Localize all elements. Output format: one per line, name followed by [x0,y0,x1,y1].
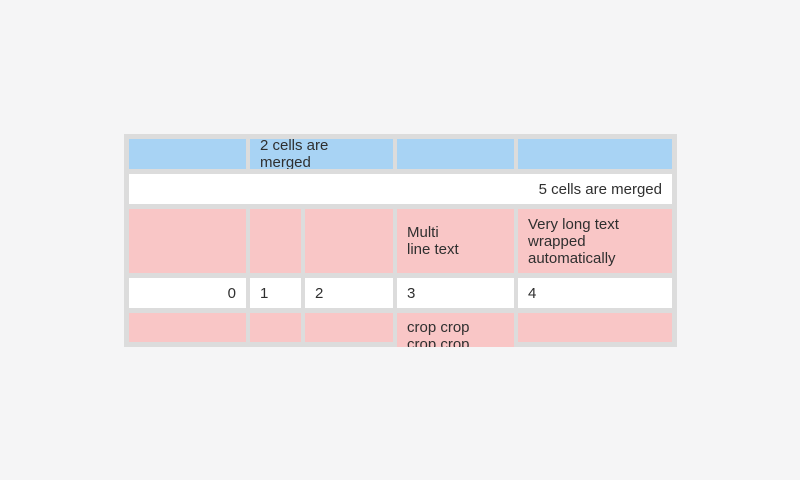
table-widget[interactable]: 2 cells are merged 5 cells are merged Mu… [124,134,677,347]
table-cell-number[interactable]: 4 [518,278,672,308]
table-cell[interactable] [129,209,246,273]
table-row-3: Multi line text Very long text wrapped a… [129,209,672,273]
table-cell-number[interactable]: 0 [129,278,246,308]
table-cell[interactable] [518,139,672,169]
table-cell-cropped-text[interactable]: crop crop crop crop [397,313,514,347]
table-cell-number[interactable]: 3 [397,278,514,308]
table-cell-merged-2[interactable]: 2 cells are merged [250,139,393,169]
table-cell[interactable] [305,313,393,342]
table-cell-number[interactable]: 1 [250,278,301,308]
table-cell[interactable] [250,209,301,273]
table-cell-multiline[interactable]: Multi line text [397,209,514,273]
table-row-1: 2 cells are merged [129,139,672,169]
table-cell-wrapped[interactable]: Very long text wrapped automatically [518,209,672,273]
table-row-4: 0 1 2 3 4 [129,278,672,308]
table-cell[interactable] [129,139,246,169]
table-cell[interactable] [397,139,514,169]
table-row-2: 5 cells are merged [129,174,672,204]
table-cell[interactable] [129,313,246,342]
table-row-5: crop crop crop crop [129,313,672,347]
cropped-text: crop crop crop crop [407,319,470,347]
table-cell[interactable] [305,209,393,273]
table-cell[interactable] [250,313,301,342]
table-cell[interactable] [518,313,672,342]
table-cell-merged-5[interactable]: 5 cells are merged [129,174,672,204]
table-cell-number[interactable]: 2 [305,278,393,308]
